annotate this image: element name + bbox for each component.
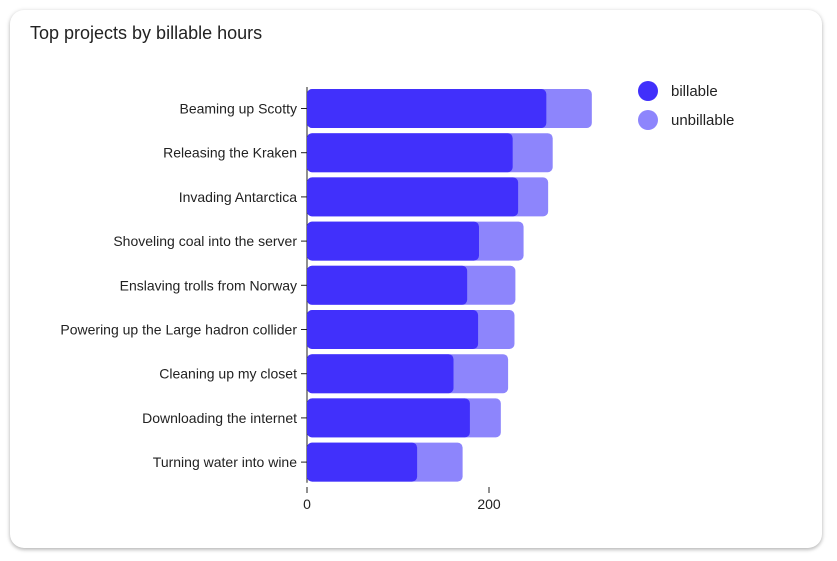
bar-billable — [307, 89, 547, 128]
y-tick-label: Turning water into wine — [153, 454, 297, 470]
x-tick-label: 200 — [477, 496, 501, 512]
unbillable-swatch-icon — [638, 110, 658, 130]
bar-billable — [307, 398, 470, 438]
bar-billable — [307, 442, 418, 482]
y-tick-label: Enslaving trolls from Norway — [120, 277, 297, 293]
bar-billable — [307, 265, 468, 305]
bar-billable — [307, 354, 454, 394]
y-tick-label: Cleaning up my closet — [159, 366, 297, 382]
y-tick-label: Beaming up Scotty — [179, 101, 297, 117]
legend-item-unbillable[interactable]: unbillable — [638, 106, 734, 134]
y-tick-label: Downloading the internet — [142, 410, 297, 426]
chart-title: Top projects by billable hours — [30, 23, 263, 43]
y-tick-label: Powering up the Large hadron collider — [60, 322, 297, 338]
bar-billable — [307, 177, 519, 217]
bar-billable — [307, 310, 479, 349]
billable-swatch-icon — [638, 81, 658, 101]
chart-legend: billable unbillable — [638, 77, 734, 135]
y-tick-label: Shoveling coal into the server — [113, 233, 297, 249]
legend-label-unbillable: unbillable — [671, 111, 735, 129]
bar-billable — [307, 133, 513, 173]
y-tick-label: Invading Antarctica — [179, 189, 298, 205]
x-tick-label: 0 — [303, 496, 311, 512]
legend-label-billable: billable — [671, 82, 718, 100]
bar-billable — [307, 221, 479, 261]
legend-item-billable[interactable]: billable — [638, 77, 734, 105]
y-tick-label: Releasing the Kraken — [163, 145, 297, 161]
